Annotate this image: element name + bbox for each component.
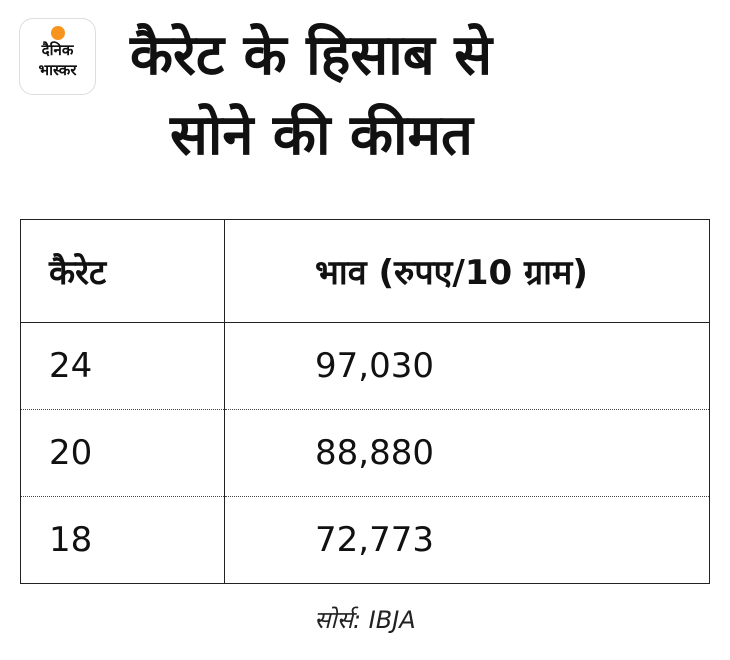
carat-cell: 18	[20, 496, 225, 584]
carat-cell: 24	[20, 322, 225, 410]
logo-text-line2: भास्कर	[38, 61, 77, 79]
price-cell: 88,880	[224, 409, 710, 497]
source-note: सोर्स: IBJA	[314, 606, 416, 634]
logo-text-line1: दैनिक	[41, 41, 74, 59]
price-cell: 97,030	[315, 346, 434, 386]
table-row: 20 88,880	[20, 409, 710, 497]
sun-icon	[51, 26, 65, 40]
gold-price-table: कैरेट भाव (रुपए/10 ग्राम) 24 97,030 20 8…	[20, 219, 710, 584]
title-line-2: सोने की कीमत	[170, 103, 473, 168]
title-line-1: कैरेट के हिसाब से	[130, 23, 493, 88]
page-title: कैरेट के हिसाब से सोने की कीमत	[130, 16, 690, 176]
table-header-row: कैरेट भाव (रुपए/10 ग्राम)	[20, 219, 710, 323]
price-cell: 72,773	[224, 496, 710, 584]
header-carat: कैरेट	[20, 219, 225, 323]
table-row: 18 72,773	[20, 496, 710, 584]
dainik-bhaskar-logo: दैनिक भास्कर	[19, 18, 96, 95]
carat-cell: 20	[20, 409, 225, 497]
header-price: भाव (रुपए/10 ग्राम)	[224, 219, 710, 323]
table-row: 24 97,030	[20, 322, 710, 410]
